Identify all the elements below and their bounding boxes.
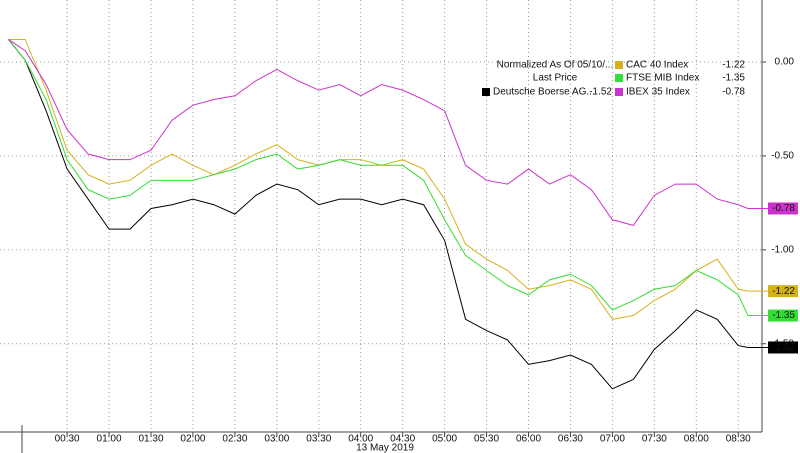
- x-axis-label: 13 May 2019: [356, 443, 414, 453]
- x-tick-label: 05:30: [474, 434, 499, 445]
- x-tick-label: 04:00: [348, 434, 373, 445]
- x-tick-label: 08:00: [684, 434, 709, 445]
- legend-value: -1.52: [589, 87, 612, 98]
- end-label: -0.78: [772, 203, 795, 214]
- legend-value: -1.22: [722, 60, 745, 71]
- x-tick-label: 07:00: [600, 434, 625, 445]
- x-tick-label: 02:00: [180, 434, 205, 445]
- x-tick-label: 07:30: [642, 434, 667, 445]
- x-tick-label: 01:30: [138, 434, 163, 445]
- legend-swatch: [482, 88, 490, 96]
- x-tick-label: 06:30: [558, 434, 583, 445]
- x-tick-label: 04:30: [390, 434, 415, 445]
- x-tick-label: 00:30: [55, 434, 80, 445]
- end-label-box: [768, 202, 798, 215]
- legend-swatch: [615, 88, 623, 96]
- end-label-box: [768, 285, 798, 298]
- y-tick-label: -1.00: [771, 244, 794, 255]
- end-label: -1.35: [772, 310, 795, 321]
- series-line: [8, 39, 749, 316]
- end-label: -1.22: [772, 286, 795, 297]
- legend-label: CAC 40 Index: [626, 60, 688, 71]
- end-label-box: [768, 341, 798, 354]
- x-tick-label: 06:00: [516, 434, 541, 445]
- end-label: -1.52: [772, 342, 795, 353]
- series-line: [8, 39, 749, 226]
- legend-swatch: [615, 61, 623, 69]
- series-line: [8, 39, 749, 390]
- x-tick-label: 02:30: [222, 434, 247, 445]
- legend-label: FTSE MIB Index: [626, 73, 699, 84]
- legend-value: -1.35: [722, 73, 745, 84]
- x-tick-label: 08:30: [726, 434, 751, 445]
- legend-subtitle: Last Price: [533, 73, 578, 84]
- x-tick-label: 01:00: [97, 434, 122, 445]
- legend-swatch: [615, 74, 623, 82]
- x-tick-label: 03:30: [306, 434, 331, 445]
- y-tick-label: -0.50: [771, 151, 794, 162]
- x-tick-label: 03:00: [264, 434, 289, 445]
- legend-value: -0.78: [722, 87, 745, 98]
- x-tick-label: 05:00: [432, 434, 457, 445]
- legend-label: IBEX 35 Index: [626, 87, 690, 98]
- legend-title: Normalized As Of 05/10/...: [497, 60, 614, 71]
- end-label-box: [768, 309, 798, 322]
- legend-label: Deutsche Boerse AG...: [493, 87, 595, 98]
- y-tick-label: 0.00: [775, 57, 795, 68]
